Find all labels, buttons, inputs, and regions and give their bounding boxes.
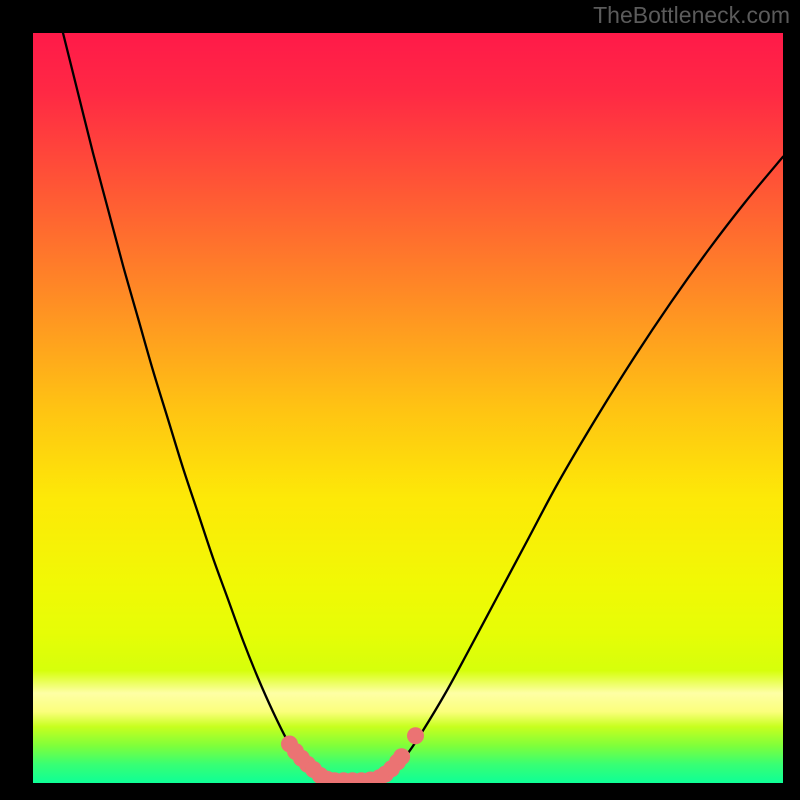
watermark-text: TheBottleneck.com xyxy=(593,2,790,29)
chart-stage: TheBottleneck.com xyxy=(0,0,800,800)
bottleneck-chart xyxy=(0,0,800,800)
curve-marker xyxy=(407,727,424,744)
curve-marker xyxy=(393,748,410,765)
plot-gradient-background xyxy=(33,33,783,783)
